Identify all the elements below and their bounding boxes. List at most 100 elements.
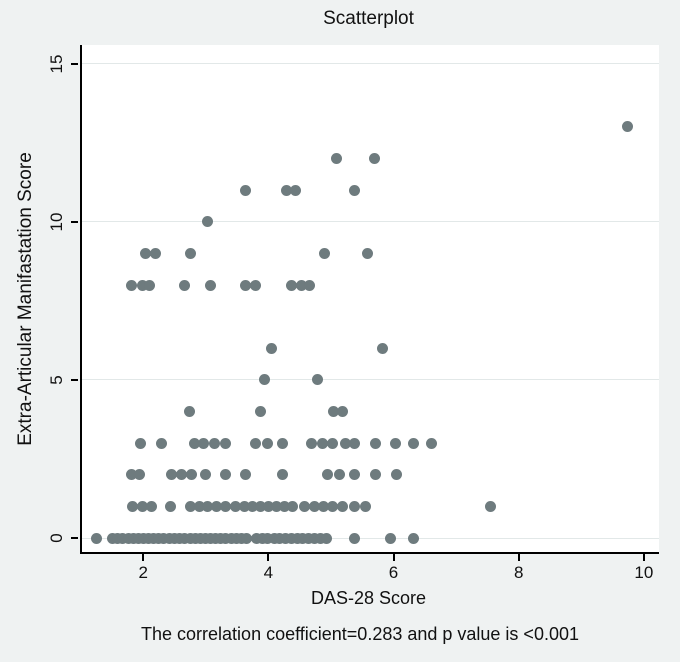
data-point [296,279,308,291]
data-point [179,279,191,291]
data-point [305,437,317,449]
data-point [287,500,299,512]
data-point [219,500,231,512]
data-point [165,469,177,481]
data-point [184,500,196,512]
data-point [280,184,292,196]
y-tick-mark [71,62,78,65]
x-tick-mark [267,554,270,561]
data-point [251,532,263,544]
x-tick-mark [642,554,645,561]
data-point [199,469,211,481]
data-point [125,279,137,291]
data-point [262,532,274,544]
data-point [139,247,151,259]
y-tick-label: 10 [47,212,66,232]
data-point [241,532,253,544]
data-point [289,184,301,196]
x-tick-mark [142,554,145,561]
data-point [238,500,250,512]
data-point [262,437,274,449]
data-point [230,500,242,512]
data-point [303,279,315,291]
data-point [621,121,633,133]
data-point [90,532,102,544]
data-point [205,279,217,291]
data-point [339,437,351,449]
data-point [349,500,361,512]
data-point [155,437,167,449]
data-point [318,500,330,512]
data-point [330,153,342,165]
data-point [376,342,388,354]
data-point [144,279,156,291]
data-point [333,469,345,481]
data-point [202,216,214,228]
y-gridline [82,221,659,223]
data-point [274,532,286,544]
data-point [117,532,129,544]
data-point [349,437,361,449]
caption: The correlation coefficient=0.283 and p … [141,624,579,644]
data-point [328,406,340,418]
x-tick-mark [392,554,395,561]
y-tick-mark [71,537,78,540]
data-point [266,342,278,354]
plot-area [80,45,659,554]
y-axis-label: Extra-Articular Manifastation Score [15,152,36,446]
data-point [179,532,191,544]
data-point [291,532,303,544]
data-point [308,532,320,544]
data-point [136,500,148,512]
x-tick-label: 8 [513,563,524,582]
data-point [246,500,258,512]
data-point [327,500,339,512]
data-point [271,500,283,512]
y-tick-label: 15 [47,54,66,74]
y-gridline [82,379,659,381]
y-tick-mark [71,220,78,223]
data-point [239,469,251,481]
x-tick-mark [517,554,520,561]
data-point [127,500,139,512]
data-point [136,279,148,291]
data-point [320,532,332,544]
data-point [297,532,309,544]
y-tick-label: 0 [47,533,66,543]
data-point [279,532,291,544]
data-point [185,247,197,259]
chart-title: Scatterplot [323,8,414,29]
y-gridline [82,537,659,539]
data-point [390,469,402,481]
data-point [276,469,288,481]
data-point [176,469,187,481]
data-point [254,500,266,512]
data-point [240,279,252,291]
data-point [219,437,231,449]
data-point [361,247,373,259]
data-point [349,184,361,196]
data-point [249,437,261,449]
data-point [262,500,274,512]
data-point [199,532,211,544]
data-point [186,469,198,481]
y-tick-label: 5 [47,375,66,385]
data-point [137,532,149,544]
data-point [125,469,137,481]
data-point [285,532,297,544]
data-point [408,532,420,544]
data-point [299,500,311,512]
data-point [211,500,223,512]
data-point [285,279,297,291]
data-point [208,437,220,449]
data-point [145,500,157,512]
data-point [220,532,232,544]
data-point [385,532,397,544]
data-point [336,500,348,512]
data-point [135,437,147,449]
x-tick-label: 6 [388,563,399,582]
data-point [349,532,361,544]
data-point [164,500,176,512]
data-point [322,469,334,481]
